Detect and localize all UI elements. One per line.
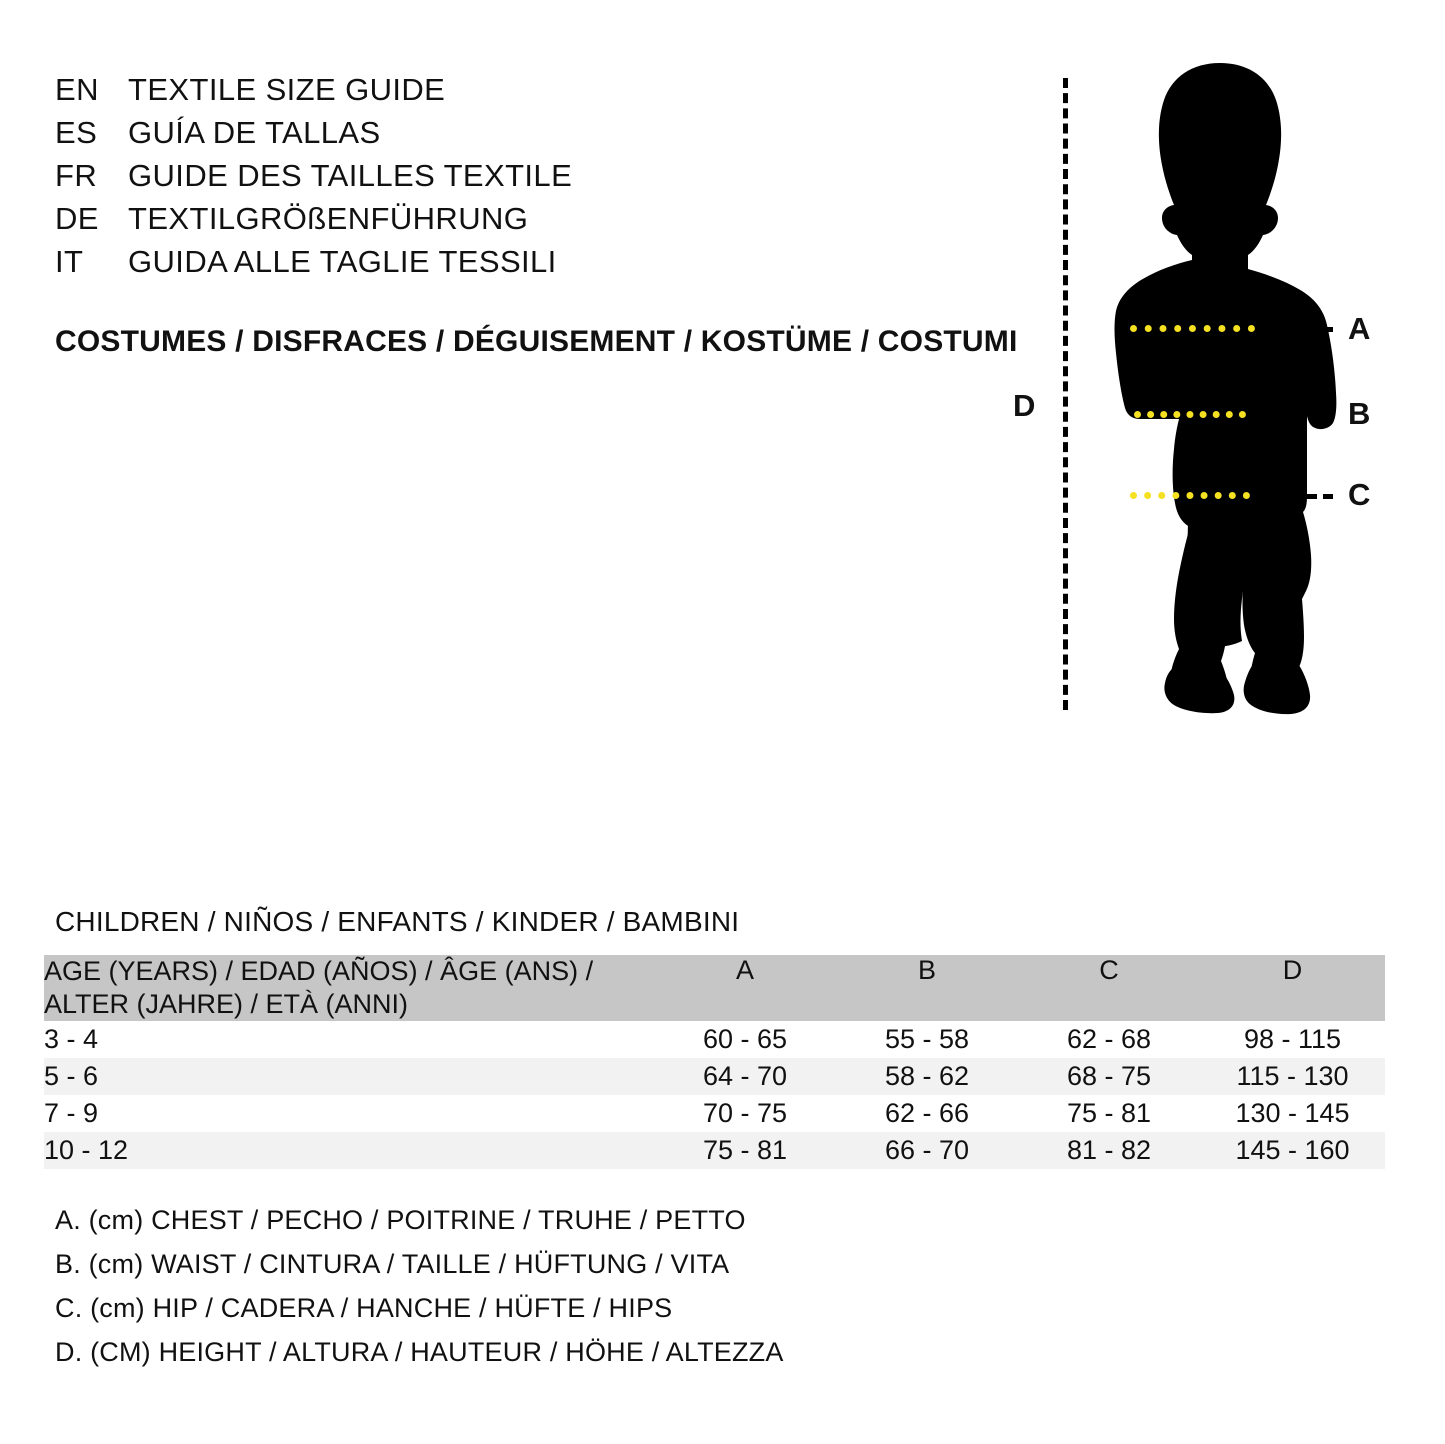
cell-waist: 66 - 70	[884, 1134, 970, 1165]
cell-age: 5 - 6	[44, 1060, 99, 1091]
cell-hip: 68 - 75	[1066, 1060, 1152, 1091]
age-header-line-2: ALTER (JAHRE) / ETÀ (ANNI)	[44, 988, 409, 1019]
cell-waist: 55 - 58	[884, 1023, 970, 1054]
column-header-b: B	[917, 955, 936, 985]
size-table-body: 3 - 4 60 - 65 55 - 58 62 - 68 98 - 115 5…	[44, 1020, 1385, 1169]
language-row-fr: FR GUIDE DES TAILLES TEXTILE	[55, 158, 955, 201]
language-label-en: TEXTILE SIZE GUIDE	[128, 72, 446, 107]
height-dashed-line-icon	[1063, 78, 1068, 710]
language-code-en: EN	[55, 72, 99, 107]
cell-age: 10 - 12	[44, 1134, 129, 1165]
language-label-de: TEXTILGRÖßENFÜHRUNG	[128, 201, 529, 236]
cell-height: 130 - 145	[1235, 1097, 1350, 1128]
table-row: 7 - 9 70 - 75 62 - 66 75 - 81 130 - 145	[44, 1094, 1385, 1132]
cell-height: 98 - 115	[1243, 1023, 1342, 1054]
cell-waist: 62 - 66	[884, 1097, 970, 1128]
table-section-title: CHILDREN / NIÑOS / ENFANTS / KINDER / BA…	[55, 906, 740, 937]
column-header-a: A	[735, 955, 754, 985]
language-header-block: EN TEXTILE SIZE GUIDE ES GUÍA DE TALLAS …	[55, 72, 955, 287]
legend-item-d: D. (CM) HEIGHT / ALTURA / HAUTEUR / HÖHE…	[55, 1337, 784, 1367]
waist-measure-line-icon	[1134, 411, 1246, 418]
measurement-diagram: D A B C	[1000, 55, 1420, 735]
language-code-de: DE	[55, 201, 99, 236]
hip-leader-line-icon	[1275, 494, 1333, 499]
category-title: COSTUMES / DISFRACES / DÉGUISEMENT / KOS…	[55, 325, 1018, 358]
measurement-legend: A. (cm) CHEST / PECHO / POITRINE / TRUHE…	[55, 1198, 955, 1374]
cell-hip: 75 - 81	[1066, 1097, 1152, 1128]
cell-height: 145 - 160	[1235, 1134, 1350, 1165]
table-row: 3 - 4 60 - 65 55 - 58 62 - 68 98 - 115	[44, 1020, 1385, 1058]
chest-leader-line-icon	[1285, 327, 1333, 332]
language-code-es: ES	[55, 115, 98, 150]
column-header-d: D	[1282, 955, 1303, 985]
column-header-c: C	[1099, 955, 1119, 985]
language-label-es: GUÍA DE TALLAS	[128, 115, 381, 150]
legend-item-c: C. (cm) HIP / CADERA / HANCHE / HÜFTE / …	[55, 1293, 673, 1323]
cell-chest: 75 - 81	[702, 1134, 788, 1165]
cell-hip: 62 - 68	[1066, 1023, 1152, 1054]
cell-hip: 81 - 82	[1066, 1134, 1152, 1165]
language-row-es: ES GUÍA DE TALLAS	[55, 115, 955, 158]
legend-item-a: A. (cm) CHEST / PECHO / POITRINE / TRUHE…	[55, 1205, 746, 1235]
column-header-age: AGE (YEARS) / EDAD (AÑOS) / ÂGE (ANS) / …	[44, 955, 654, 1021]
legend-item-b: B. (cm) WAIST / CINTURA / TAILLE / HÜFTU…	[55, 1249, 730, 1279]
hip-measure-line-icon	[1130, 492, 1250, 499]
table-row: 5 - 6 64 - 70 58 - 62 68 - 75 115 - 130	[44, 1057, 1385, 1095]
cell-waist: 58 - 62	[884, 1060, 970, 1091]
cell-height: 115 - 130	[1236, 1060, 1349, 1091]
language-row-de: DE TEXTILGRÖßENFÜHRUNG	[55, 201, 955, 244]
language-row-en: EN TEXTILE SIZE GUIDE	[55, 72, 955, 115]
language-label-fr: GUIDE DES TAILLES TEXTILE	[128, 158, 573, 193]
waist-label-b: B	[1348, 396, 1371, 431]
table-header-row: AGE (YEARS) / EDAD (AÑOS) / ÂGE (ANS) / …	[44, 955, 1385, 1021]
height-label-d: D	[1013, 388, 1036, 423]
cell-age: 7 - 9	[44, 1097, 99, 1128]
table-row: 10 - 12 75 - 81 66 - 70 81 - 82 145 - 16…	[44, 1131, 1385, 1169]
size-table-header: AGE (YEARS) / EDAD (AÑOS) / ÂGE (ANS) / …	[44, 955, 1385, 1021]
language-code-it: IT	[55, 244, 84, 279]
language-label-it: GUIDA ALLE TAGLIE TESSILI	[128, 244, 557, 279]
chest-label-a: A	[1348, 311, 1371, 346]
waist-leader-line-icon	[1271, 413, 1333, 418]
cell-chest: 70 - 75	[702, 1097, 788, 1128]
child-silhouette-icon	[1114, 63, 1337, 715]
size-table: AGE (YEARS) / EDAD (AÑOS) / ÂGE (ANS) / …	[44, 955, 1385, 1169]
hip-label-c: C	[1348, 477, 1371, 512]
language-row-it: IT GUIDA ALLE TAGLIE TESSILI	[55, 244, 955, 287]
cell-chest: 60 - 65	[702, 1023, 788, 1054]
language-code-fr: FR	[55, 158, 98, 193]
chest-measure-line-icon	[1130, 325, 1255, 332]
age-header-line-1: AGE (YEARS) / EDAD (AÑOS) / ÂGE (ANS) /	[44, 956, 594, 986]
cell-chest: 64 - 70	[702, 1060, 788, 1091]
cell-age: 3 - 4	[44, 1023, 99, 1054]
